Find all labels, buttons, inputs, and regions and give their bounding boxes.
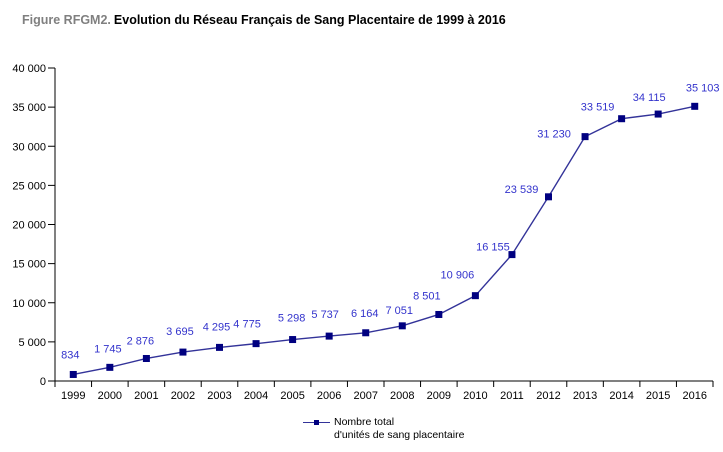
figure-caption: Evolution du Réseau Français de Sang Pla…: [113, 13, 506, 27]
data-point-label: 834: [61, 349, 79, 361]
x-tick-label: 2009: [427, 390, 451, 402]
data-point-label: 33 519: [581, 102, 615, 114]
data-point-label: 10 906: [441, 270, 475, 282]
data-point-marker: [362, 329, 370, 337]
data-point-label: 2 876: [127, 335, 155, 347]
data-point-label: 8 501: [413, 290, 441, 302]
data-point-marker: [654, 110, 662, 118]
legend-square-marker-icon: [314, 420, 319, 425]
x-tick-label: 2004: [244, 390, 268, 402]
svg-text:10 000: 10 000: [12, 298, 46, 310]
x-tick-label: 2008: [390, 390, 414, 402]
svg-text:15 000: 15 000: [12, 259, 46, 271]
svg-text:40 000: 40 000: [12, 63, 46, 75]
data-point-label: 35 103: [686, 82, 720, 94]
svg-text:5 000: 5 000: [18, 337, 46, 349]
x-tick-label: 2002: [171, 390, 195, 402]
figure-number: Figure RFGM2.: [22, 13, 111, 27]
x-tick-label: 2005: [280, 390, 304, 402]
x-tick-label: 2007: [353, 390, 377, 402]
data-point-marker: [618, 115, 626, 123]
series-line: [73, 105, 695, 376]
data-point-label: 4 295: [203, 321, 231, 333]
x-tick-label: 2015: [646, 390, 670, 402]
data-point-marker: [325, 332, 333, 340]
x-tick-label: 2001: [134, 390, 158, 402]
x-tick-label: 2013: [573, 390, 597, 402]
svg-text:25 000: 25 000: [12, 180, 46, 192]
x-tick-label: 1999: [61, 390, 85, 402]
data-point-marker: [216, 343, 223, 351]
svg-text:35 000: 35 000: [12, 102, 46, 114]
data-point-marker: [398, 322, 406, 330]
svg-text:0: 0: [40, 376, 46, 388]
data-point-label: 6 164: [351, 308, 379, 320]
x-tick-label: 2006: [317, 390, 341, 402]
data-point-marker: [581, 133, 589, 141]
x-tick-label: 2012: [536, 390, 560, 402]
svg-text:20 000: 20 000: [12, 220, 46, 232]
data-point-marker: [435, 310, 443, 318]
data-point-marker: [252, 340, 260, 348]
data-point-label: 31 230: [537, 129, 571, 141]
data-point-marker: [691, 102, 699, 110]
data-point-label: 16 155: [476, 242, 510, 254]
x-tick-label: 2014: [609, 390, 633, 402]
data-point-label: 7 051: [386, 305, 414, 317]
data-point-label: 3 695: [166, 326, 194, 338]
data-point-marker: [69, 370, 77, 378]
data-point-label: 1 745: [94, 343, 122, 355]
data-point-marker: [508, 251, 516, 259]
legend-line-marker-icon: [303, 416, 330, 429]
data-point-marker: [179, 348, 187, 356]
x-tick-label: 2016: [682, 390, 706, 402]
chart-legend: Nombre total d'unités de sang placentair…: [303, 416, 464, 442]
x-tick-label: 2010: [463, 390, 487, 402]
data-point-marker: [289, 336, 297, 344]
data-point-marker: [545, 193, 552, 201]
legend-label-line1: Nombre total: [334, 416, 395, 428]
data-point-marker: [106, 363, 114, 371]
chart-title: Figure RFGM2. Evolution du Réseau Françai…: [22, 13, 506, 27]
data-point-label: 5 737: [311, 309, 339, 321]
data-point-label: 34 115: [633, 92, 666, 104]
x-tick-label: 2003: [207, 390, 231, 402]
data-point-marker: [142, 354, 150, 362]
data-point-label: 5 298: [278, 313, 306, 325]
data-point-marker: [471, 292, 479, 300]
legend-label: Nombre total d'unités de sang placentair…: [334, 416, 464, 442]
legend-label-line2: d'unités de sang placentaire: [334, 429, 465, 441]
x-tick-label: 2000: [98, 390, 122, 402]
data-point-label: 4 775: [233, 319, 261, 331]
x-tick-label: 2011: [500, 390, 524, 402]
svg-text:30 000: 30 000: [12, 141, 46, 153]
data-point-label: 23 539: [505, 184, 539, 196]
